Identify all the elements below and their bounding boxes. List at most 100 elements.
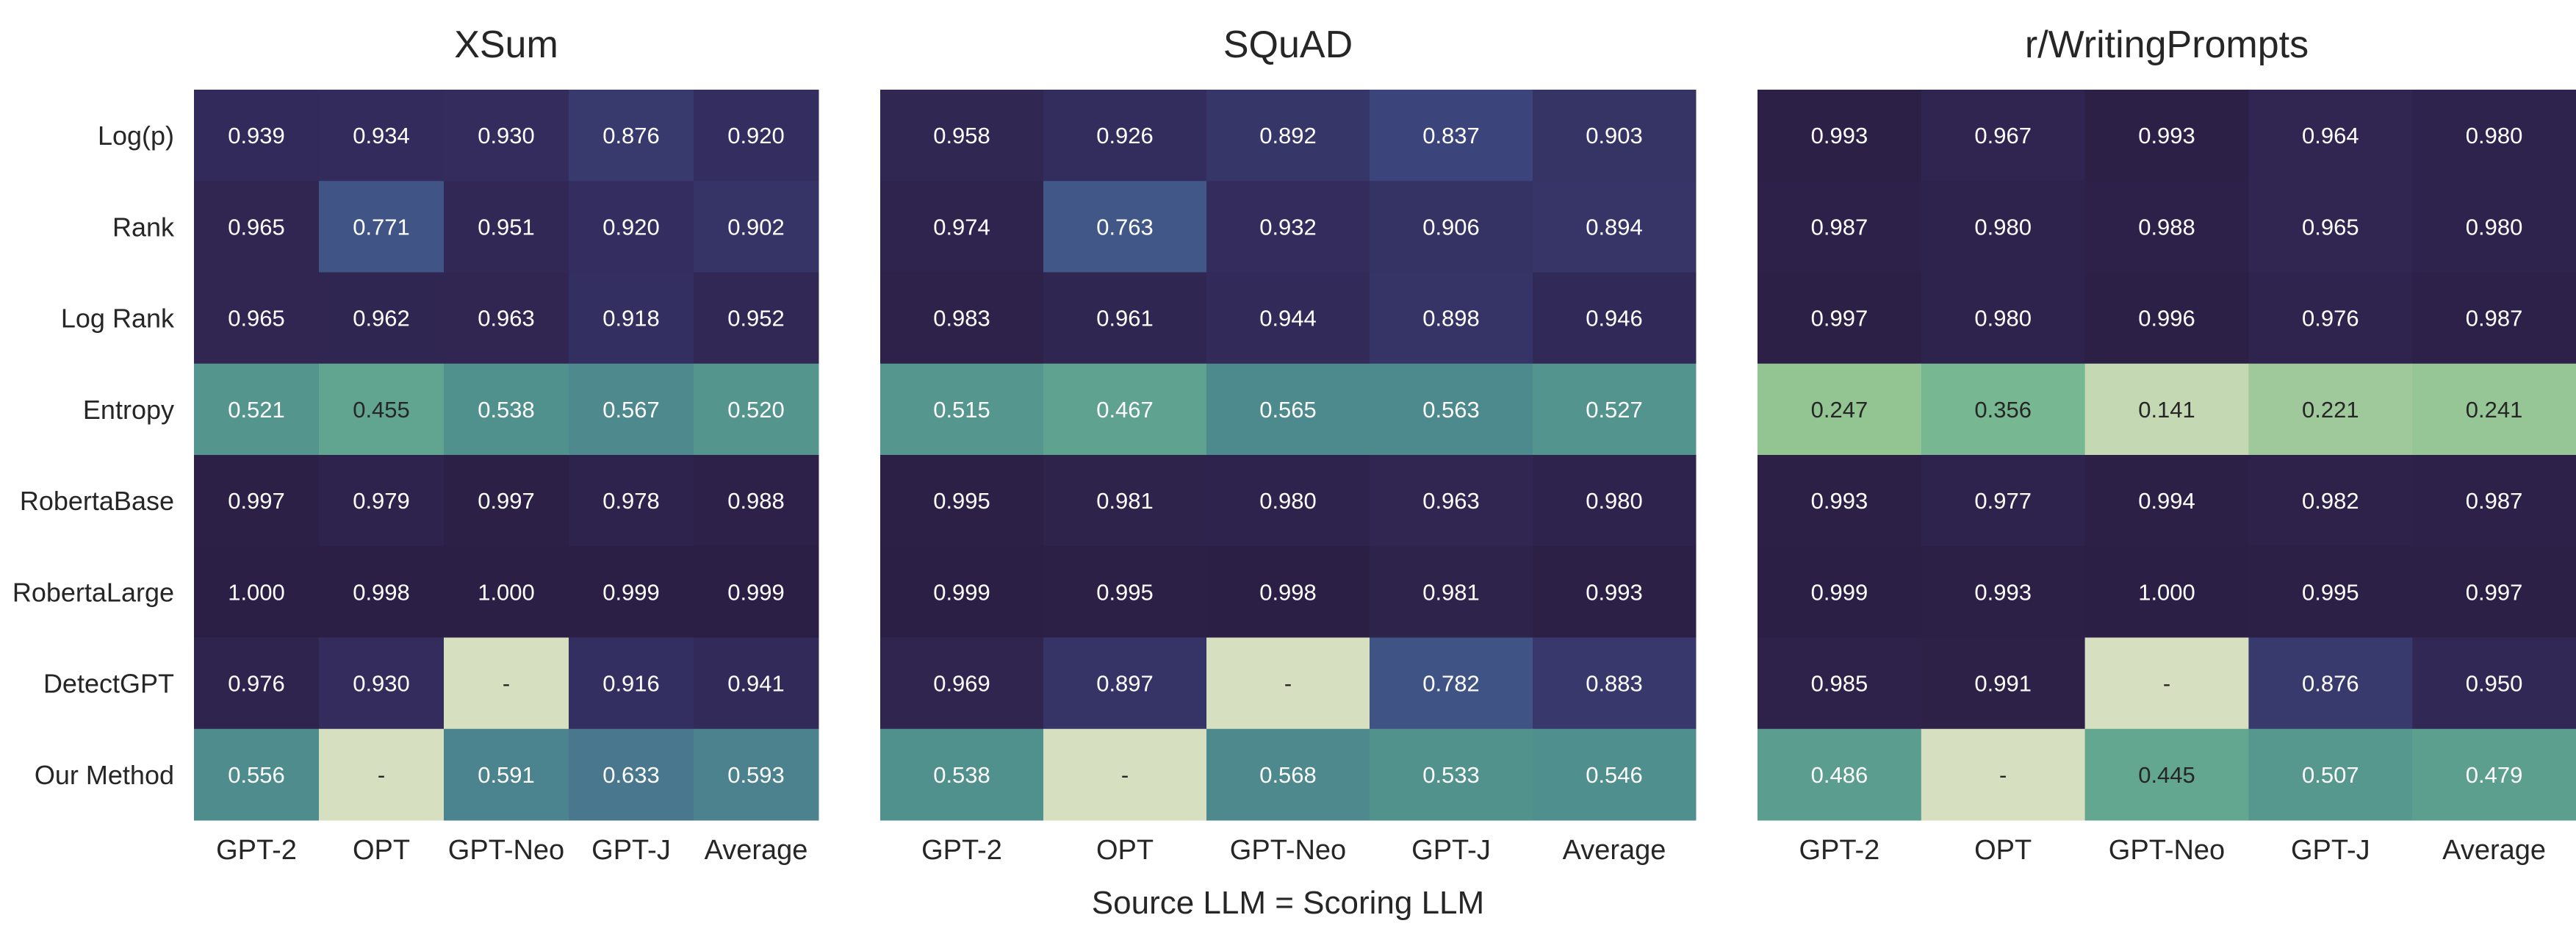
heatmap-cell	[880, 272, 1044, 365]
cell-value-label: 0.995	[1096, 579, 1154, 605]
cell-value-label: 0.782	[1422, 671, 1480, 697]
column-tick-label: Average	[2442, 835, 2546, 866]
heatmap-cell	[1370, 363, 1533, 456]
heatmap-cell	[880, 363, 1044, 456]
heatmap-cell	[1533, 637, 1697, 730]
cell-value-label: 0.356	[1974, 397, 2032, 423]
heatmap-cell	[569, 363, 694, 456]
heatmap-cell	[880, 637, 1044, 730]
heatmap-cell	[1533, 455, 1697, 547]
heatmap-cell	[319, 90, 445, 182]
heatmap-cell	[1206, 546, 1370, 638]
row-tick-label: Log(p)	[98, 121, 174, 151]
heatmap-cell	[569, 728, 694, 821]
column-tick-label: GPT-Neo	[2109, 835, 2225, 866]
heatmap-cell	[1370, 455, 1533, 547]
cell-value-label: 0.980	[1974, 306, 2032, 331]
heatmap-cell	[319, 181, 445, 273]
heatmap-cell	[1206, 363, 1370, 456]
cell-value-label: 0.979	[353, 488, 410, 514]
cell-value-label: 0.898	[1422, 306, 1480, 331]
heatmap-cell	[2248, 637, 2413, 730]
cell-value-label: 0.988	[2138, 214, 2195, 240]
heatmap-cell	[2084, 181, 2249, 273]
heatmap-cell	[194, 637, 320, 730]
heatmap-cell	[1921, 546, 2086, 638]
heatmap-cell	[1043, 181, 1207, 273]
heatmap-cell	[880, 546, 1044, 638]
cell-value-label: 0.538	[933, 762, 990, 788]
heatmap-cell	[1206, 637, 1370, 730]
heatmap-cell	[2412, 363, 2576, 456]
cell-value-label: 0.983	[933, 306, 990, 331]
heatmap-cell	[694, 455, 819, 547]
heatmap-cell	[194, 728, 320, 821]
cell-value-label: -	[1284, 671, 1292, 697]
column-tick-label: GPT-Neo	[448, 835, 564, 866]
heatmap-cell	[2248, 90, 2413, 182]
cell-value-label: 0.563	[1422, 397, 1480, 423]
cell-value-label: 0.247	[1811, 397, 1868, 423]
cell-value-label: 0.455	[353, 397, 410, 423]
heatmap-cell	[1757, 90, 1922, 182]
cell-value-label: 0.982	[2302, 488, 2359, 514]
cell-value-label: -	[1121, 762, 1129, 788]
heatmap-cell	[1370, 272, 1533, 365]
row-tick-label: RobertaLarge	[12, 577, 174, 607]
heatmap-cell	[1043, 546, 1207, 638]
heatmap-cell	[1370, 546, 1533, 638]
cell-value-label: 0.997	[2466, 579, 2523, 605]
cell-value-label: 0.950	[2466, 671, 2523, 697]
cell-value-label: 0.998	[353, 579, 410, 605]
cell-value-label: 0.507	[2302, 762, 2359, 788]
heatmap-cell	[1043, 637, 1207, 730]
heatmap-cell	[1206, 728, 1370, 821]
heatmap-cell	[194, 181, 320, 273]
cell-value-label: 1.000	[478, 579, 535, 605]
heatmap-cell	[444, 728, 569, 821]
column-tick-label: GPT-J	[591, 835, 671, 866]
cell-value-label: 0.988	[727, 488, 785, 514]
cell-value-label: 0.932	[1259, 214, 1317, 240]
cell-value-label: -	[503, 671, 510, 697]
x-axis-label: Source LLM = Scoring LLM	[1092, 885, 1484, 921]
cell-value-label: 0.902	[727, 214, 785, 240]
row-tick-label: Rank	[112, 212, 175, 242]
heatmap-cell	[444, 637, 569, 730]
cell-value-label: 0.479	[2466, 762, 2523, 788]
cell-value-label: 0.920	[727, 123, 785, 148]
cell-value-label: 0.894	[1586, 214, 1643, 240]
cell-value-label: 0.946	[1586, 306, 1643, 331]
heatmap-cell	[1757, 272, 1922, 365]
cell-value-label: 0.967	[1974, 123, 2032, 148]
heatmap-cell	[1757, 637, 1922, 730]
heatmap-cell	[694, 181, 819, 273]
heatmap-cell	[1921, 363, 2086, 456]
cell-value-label: 0.941	[727, 671, 785, 697]
cell-value-label: 0.963	[478, 306, 535, 331]
cell-value-label: 0.991	[1974, 671, 2032, 697]
cell-value-label: 0.980	[2466, 123, 2523, 148]
cell-value-label: 0.771	[353, 214, 410, 240]
heatmap-cell	[569, 455, 694, 547]
heatmap-cell	[1206, 455, 1370, 547]
cell-value-label: -	[378, 762, 385, 788]
cell-value-label: 0.993	[1974, 579, 2032, 605]
cell-value-label: 0.965	[228, 306, 285, 331]
cell-value-label: 0.980	[1974, 214, 2032, 240]
cell-value-label: 0.999	[727, 579, 785, 605]
cell-value-label: 0.916	[602, 671, 660, 697]
cell-value-label: 0.520	[727, 397, 785, 423]
cell-value-label: 0.926	[1096, 123, 1154, 148]
heatmap-cell	[1921, 181, 2086, 273]
cell-value-label: 0.997	[228, 488, 285, 514]
cell-value-label: 0.876	[602, 123, 660, 148]
heatmap-cell	[194, 546, 320, 638]
column-tick-label: OPT	[1974, 835, 2032, 866]
heatmap-cell	[569, 90, 694, 182]
heatmap-cell	[569, 272, 694, 365]
cell-value-label: 0.999	[1811, 579, 1868, 605]
heatmap-cell	[2248, 728, 2413, 821]
cell-value-label: 0.952	[727, 306, 785, 331]
